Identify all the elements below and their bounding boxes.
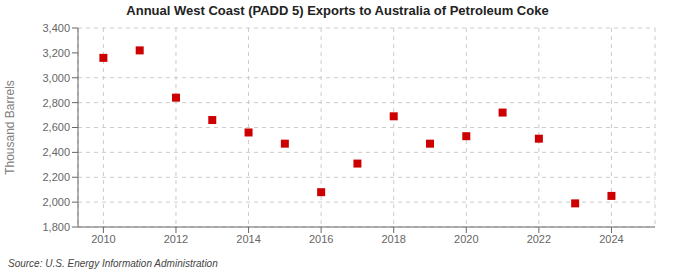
svg-text:1,800: 1,800 xyxy=(42,221,70,233)
svg-text:2018: 2018 xyxy=(381,233,405,245)
svg-text:2020: 2020 xyxy=(454,233,478,245)
svg-text:2,600: 2,600 xyxy=(42,121,70,133)
svg-text:Thousand Barrels: Thousand Barrels xyxy=(8,80,17,175)
svg-text:2,200: 2,200 xyxy=(42,171,70,183)
html-text:Annual West Coast (PADD 5) Exp: Annual West Coast (PADD 5) Exports to Au… xyxy=(126,3,549,18)
svg-text:2022: 2022 xyxy=(527,233,551,245)
svg-text:3,000: 3,000 xyxy=(42,72,70,84)
svg-text:2012: 2012 xyxy=(164,233,188,245)
svg-text:3,200: 3,200 xyxy=(42,47,70,59)
svg-text:2016: 2016 xyxy=(309,233,333,245)
svg-text:2,000: 2,000 xyxy=(42,196,70,208)
svg-text:2014: 2014 xyxy=(236,233,260,245)
html-text:Source: U.S. Energy Informatio: Source: U.S. Energy Information Administ… xyxy=(8,258,218,269)
svg-text:2,800: 2,800 xyxy=(42,97,70,109)
svg-text:2024: 2024 xyxy=(599,233,623,245)
svg-text:2,400: 2,400 xyxy=(42,146,70,158)
svg-text:3,400: 3,400 xyxy=(42,22,70,34)
svg-text:2010: 2010 xyxy=(91,233,115,245)
